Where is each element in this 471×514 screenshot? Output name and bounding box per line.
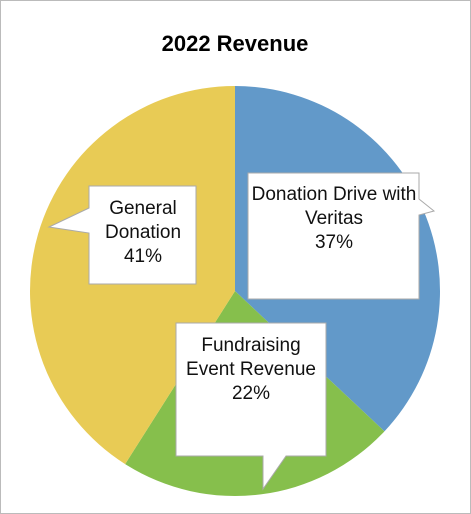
slice-label: Fundraising Event Revenue 22% [179,334,323,406]
callout [247,172,436,300]
category-label: Fundraising Event Revenue [186,335,316,380]
slice-label: General Donation 41% [91,197,195,269]
callout [47,185,197,285]
value-label: 41% [123,246,163,267]
slice-label: Donation Drive with Veritas 37% [251,183,417,255]
chart-title: 2022 Revenue [162,31,309,56]
value-label: 22% [231,383,271,404]
callout [175,322,327,491]
category-label: General Donation [104,198,182,243]
value-label: 37% [314,232,354,253]
category-label: Donation Drive with Veritas [251,184,417,229]
